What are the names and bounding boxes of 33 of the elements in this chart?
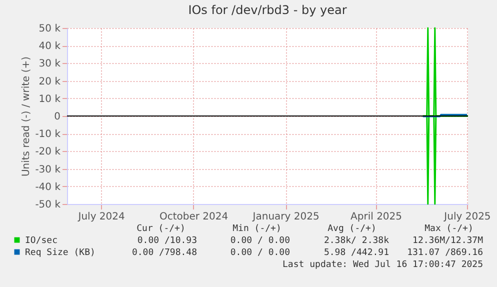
y-tick-label: 10 k [38, 94, 61, 105]
text: Max (-/+) [424, 224, 474, 234]
x-tick-label: January 2025 [252, 212, 320, 222]
y-tick-label: 40 k [38, 41, 61, 52]
y-tick-label: -50 k [35, 200, 61, 210]
chart-title: IOs for /dev/rbd3 - by year [188, 3, 347, 17]
x-tick-label: October 2024 [159, 212, 228, 222]
text: Min (-/+) [232, 224, 282, 234]
text: 131.07 /869.16 [407, 248, 483, 258]
text: 0.00 /10.93 [137, 236, 197, 246]
y-tick-label: 0 [54, 112, 60, 122]
text: Cur (-/+) [136, 224, 186, 234]
x-tick-label: July 2025 [443, 212, 491, 222]
y-tick-label: 50 k [38, 24, 61, 34]
legend-label: IO/sec [25, 236, 58, 246]
y-tick-label: -40 k [35, 182, 61, 193]
x-tick-label: July 2024 [77, 212, 125, 222]
text: 5.98 /442.91 [324, 248, 389, 258]
text: 12.36M/12.37M [412, 236, 484, 246]
text: Last update: Wed Jul 16 17:00:47 2025 [282, 260, 483, 270]
text: 2.38k/ 2.38k [324, 236, 390, 246]
text: 0.00 / 0.00 [230, 248, 290, 258]
y-tick-label: 30 k [38, 58, 61, 70]
text: 0.00 /798.48 [132, 248, 197, 258]
text: Avg (-/+) [328, 224, 376, 234]
y-tick-label: -10 k [35, 129, 61, 140]
x-tick-label: April 2025 [350, 212, 402, 222]
y-tick-label: -30 k [35, 164, 61, 176]
legend-label: Req Size (KB) [25, 248, 96, 258]
y-tick-label: 20 k [38, 76, 61, 88]
text: 0.00 / 0.00 [230, 236, 290, 246]
y-tick-label: -20 k [35, 146, 61, 158]
y-axis-title: Units read (-) / write (+) [21, 56, 32, 177]
